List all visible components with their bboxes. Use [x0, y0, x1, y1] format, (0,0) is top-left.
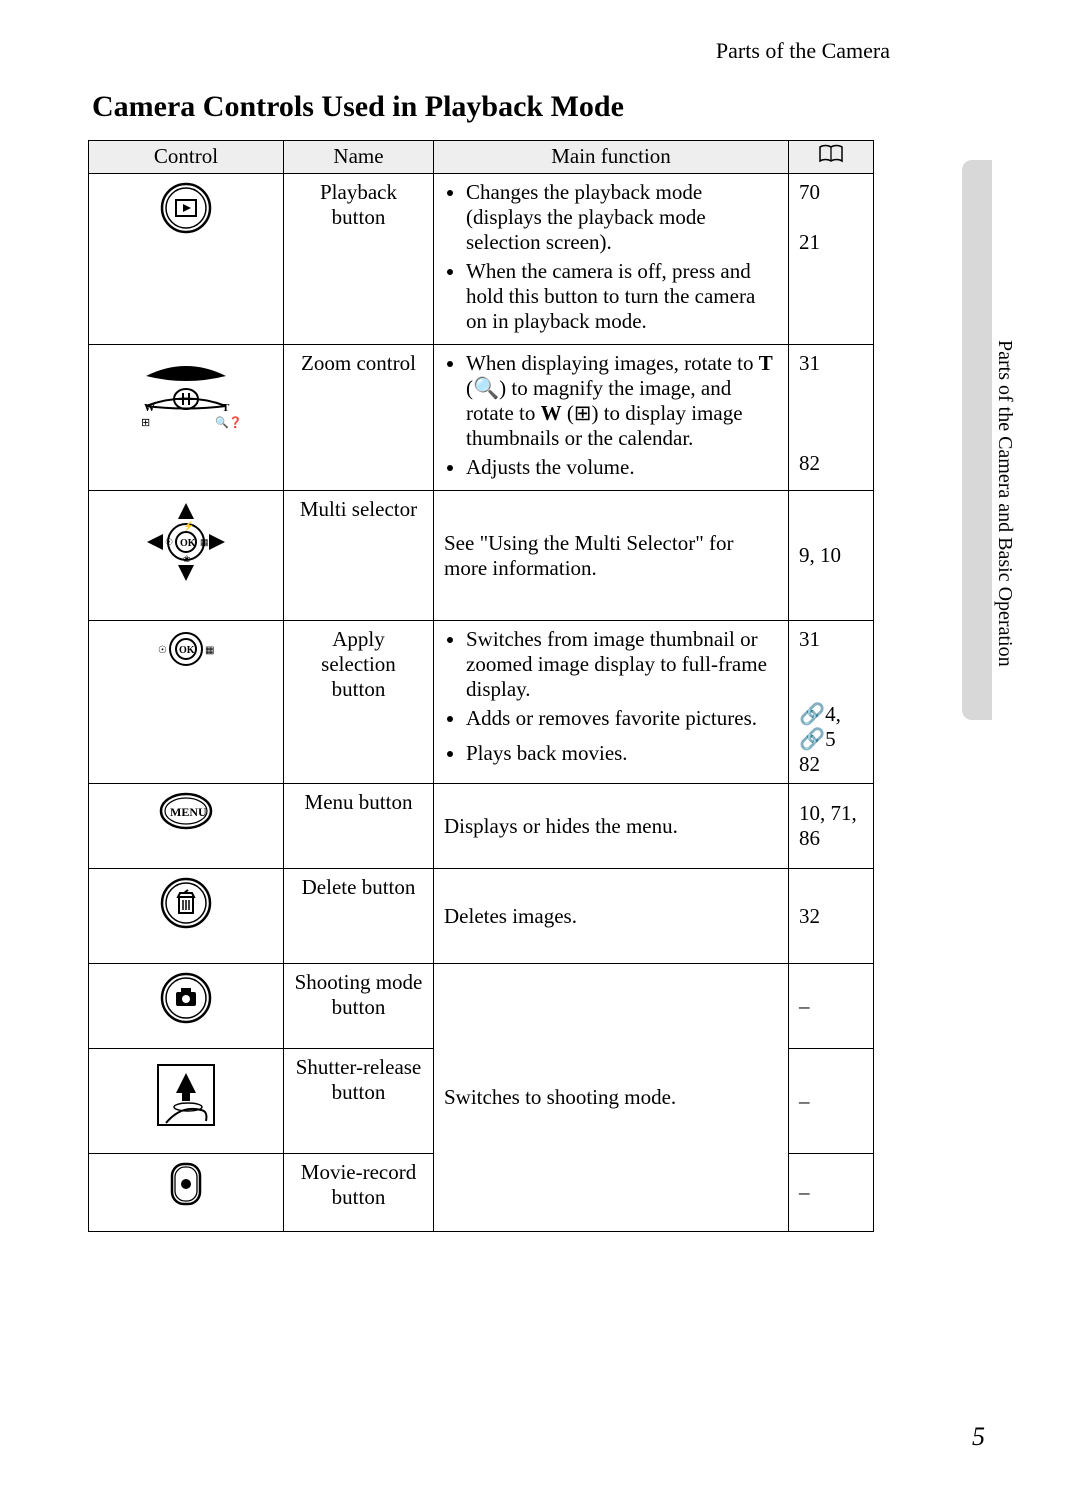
table-header-row: Control Name Main function [89, 141, 874, 174]
function-item: Changes the playback mode (displays the … [466, 180, 778, 255]
table-row: W T ⊞ 🔍❓ Zoom control When displaying im… [89, 345, 874, 491]
svg-text:OK: OK [179, 645, 195, 656]
col-control: Control [89, 141, 284, 174]
svg-text:▦: ▦ [205, 645, 214, 656]
page-reference: 10, 71, 86 [789, 784, 874, 869]
svg-text:OK: OK [180, 538, 196, 549]
control-name: Delete button [284, 869, 434, 964]
multi-selector-icon: OK ☉ ▦ ⚡ ❀ [141, 568, 231, 592]
table-row: Delete button Deletes images. 32 [89, 869, 874, 964]
delete-button-icon [158, 912, 214, 936]
shutter-release-button-icon [146, 1116, 226, 1140]
function-item: When the camera is off, press and hold t… [466, 259, 778, 334]
function-item: Adjusts the volume. [466, 455, 778, 480]
controls-tbody: Playback button Changes the playback mod… [89, 174, 874, 1232]
svg-text:MENU: MENU [170, 805, 207, 819]
function-item: When displaying images, rotate to T (🔍) … [466, 351, 778, 451]
page-reference: – [789, 1154, 874, 1232]
page-number: 5 [972, 1422, 985, 1452]
svg-text:▦: ▦ [200, 537, 209, 547]
control-function: See "Using the Multi Selector" for more … [434, 491, 789, 621]
movie-record-button-icon [168, 1189, 204, 1213]
menu-button-icon: MENU [158, 813, 214, 837]
control-function-list: When displaying images, rotate to T (🔍) … [444, 351, 778, 480]
col-reference [789, 141, 874, 174]
control-function: Deletes images. [434, 869, 789, 964]
table-row: Shooting mode button Switches to shootin… [89, 964, 874, 1049]
svg-text:❀: ❀ [183, 554, 191, 564]
function-item: Plays back movies. [466, 741, 778, 766]
control-name: Shooting mode button [284, 964, 434, 1049]
svg-text:☉: ☉ [165, 537, 173, 547]
page-reference: – [789, 964, 874, 1049]
control-name: Menu button [284, 784, 434, 869]
playback-button-icon [158, 217, 214, 241]
control-name: Multi selector [284, 491, 434, 621]
control-name: Apply selection button [284, 621, 434, 784]
page-reference: 31 82 [789, 345, 874, 491]
book-icon [818, 144, 844, 170]
control-function: Switches to shooting mode. [434, 964, 789, 1232]
page-reference: – [789, 1049, 874, 1154]
control-name: Movie-record button [284, 1154, 434, 1232]
control-name: Shutter-release button [284, 1049, 434, 1154]
control-name: Zoom control [284, 345, 434, 491]
page-reference: 9, 10 [789, 491, 874, 621]
shooting-mode-button-icon [158, 1007, 214, 1031]
control-name: Playback button [284, 174, 434, 345]
side-chapter-tab [962, 160, 992, 720]
svg-text:⚡: ⚡ [183, 520, 194, 532]
zoom-control-icon: W T ⊞ 🔍❓ [126, 412, 246, 436]
table-row: Playback button Changes the playback mod… [89, 174, 874, 345]
section-title: Camera Controls Used in Playback Mode [92, 90, 624, 124]
svg-text:🔍❓: 🔍❓ [215, 415, 242, 429]
side-chapter-label: Parts of the Camera and Basic Operation [993, 340, 1016, 667]
col-function: Main function [434, 141, 789, 174]
header-section-label: Parts of the Camera [716, 38, 890, 64]
table-row: OK ☉ ▦ ⚡ ❀ Multi selector See "Usin [89, 491, 874, 621]
page-reference: 32 [789, 869, 874, 964]
svg-text:W: W [144, 402, 155, 414]
svg-text:⊞: ⊞ [141, 417, 150, 429]
ok-button-icon: OK ☉ ▦ [154, 652, 218, 676]
controls-table: Control Name Main function [88, 140, 874, 1232]
table-row: MENU Menu button Displays or hides the m… [89, 784, 874, 869]
page-reference: 31 🔗4, 🔗5 82 [789, 621, 874, 784]
control-function-list: Switches from image thumbnail or zoomed … [444, 627, 778, 766]
control-function-list: Changes the playback mode (displays the … [444, 180, 778, 334]
control-function: Displays or hides the menu. [434, 784, 789, 869]
table-row: OK ☉ ▦ Apply selection button Switches f… [89, 621, 874, 784]
svg-text:T: T [222, 402, 230, 414]
function-item: Adds or removes favorite pictures. [466, 706, 778, 731]
function-item: Switches from image thumbnail or zoomed … [466, 627, 778, 702]
col-name: Name [284, 141, 434, 174]
page-reference: 70 21 [789, 174, 874, 345]
svg-text:☉: ☉ [158, 645, 167, 656]
